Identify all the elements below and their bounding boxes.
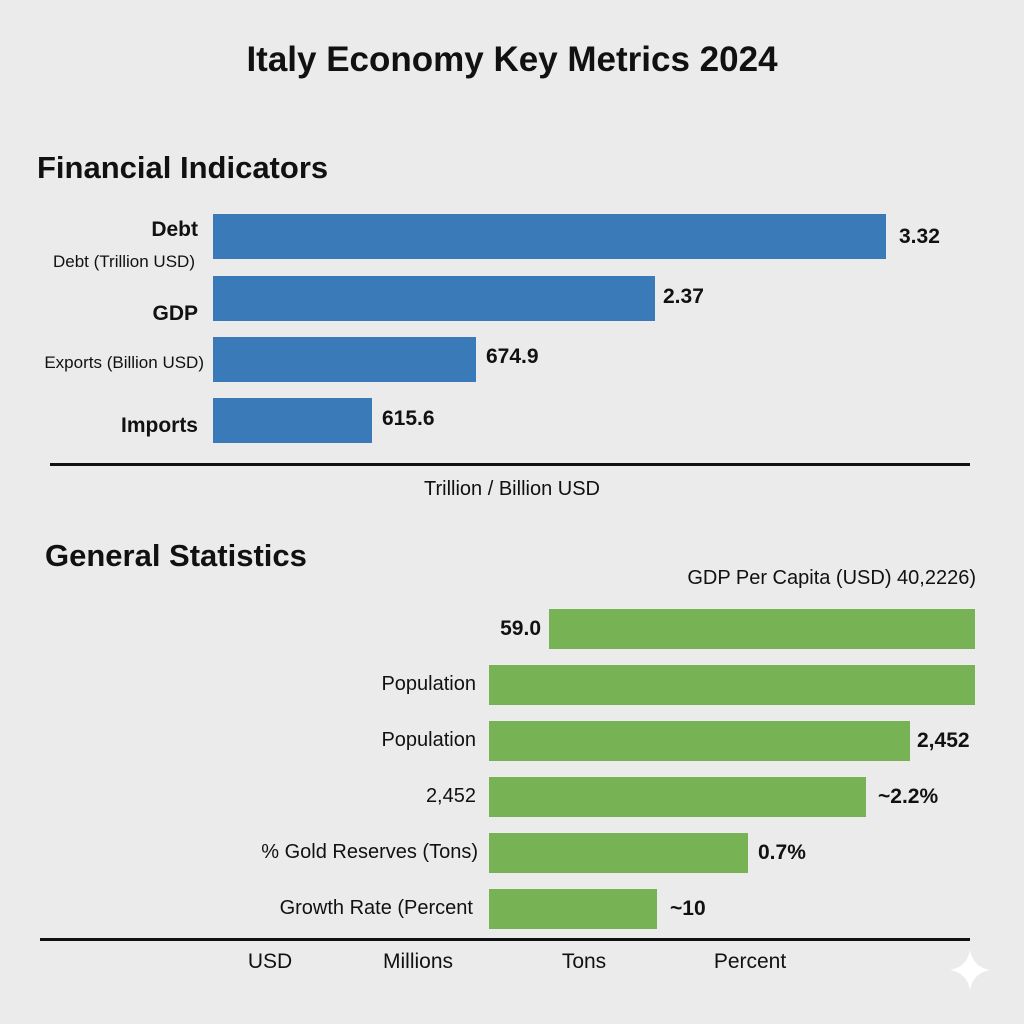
- general-category-label: 2,452: [425, 785, 476, 807]
- financial-bar: [213, 214, 886, 259]
- general-category-label: Population: [381, 729, 476, 751]
- general-axis-line: [40, 938, 970, 941]
- financial-value-label: 615.6: [382, 407, 435, 430]
- general-bar: [489, 777, 866, 817]
- financial-category-label: Imports: [120, 414, 198, 437]
- financial-sub-label: Debt (Trillion USD): [52, 252, 195, 271]
- general-value-label: 59.0: [500, 617, 541, 640]
- general-bar: [549, 609, 975, 649]
- unit-label: Tons: [561, 950, 607, 973]
- financial-value-label: 3.32: [899, 225, 940, 248]
- general-category-label: Growth Rate (Percent: [279, 897, 473, 919]
- financial-value-label: 674.9: [486, 345, 539, 368]
- general-bar: [489, 833, 748, 873]
- general-value-label: ~2.2%: [878, 785, 939, 808]
- financial-value-label: 2.37: [663, 285, 704, 308]
- general-bar: [489, 665, 975, 705]
- chart-title: Italy Economy Key Metrics 2024: [246, 40, 778, 79]
- gdp-per-capita-header: GDP Per Capita (USD) 40,2226): [687, 567, 976, 589]
- general-category-label: % Gold Reserves (Tons): [261, 841, 478, 863]
- financial-section-title: Financial Indicators: [37, 150, 329, 185]
- financial-bar: [213, 337, 476, 382]
- general-bar: [489, 889, 657, 929]
- general-value-label: 0.7%: [758, 841, 806, 864]
- unit-label: USD: [247, 950, 293, 973]
- financial-bar: [213, 276, 655, 321]
- financial-bar: [213, 398, 372, 443]
- financial-axis-line: [50, 463, 970, 466]
- general-bar: [489, 721, 910, 761]
- general-section-title: General Statistics: [45, 538, 307, 573]
- general-value-label: 2,452: [917, 729, 970, 752]
- general-value-label: ~10: [670, 897, 706, 920]
- financial-category-label: GDP: [152, 302, 198, 325]
- financial-x-label: Trillion / Billion USD: [424, 478, 600, 500]
- sparkle-icon: [950, 950, 990, 990]
- financial-category-label: Debt: [151, 218, 198, 241]
- unit-label: Percent: [713, 950, 787, 973]
- general-category-label: Population: [381, 673, 476, 695]
- unit-label: Millions: [382, 950, 454, 973]
- financial-category-label: Exports (Billion USD): [44, 353, 204, 372]
